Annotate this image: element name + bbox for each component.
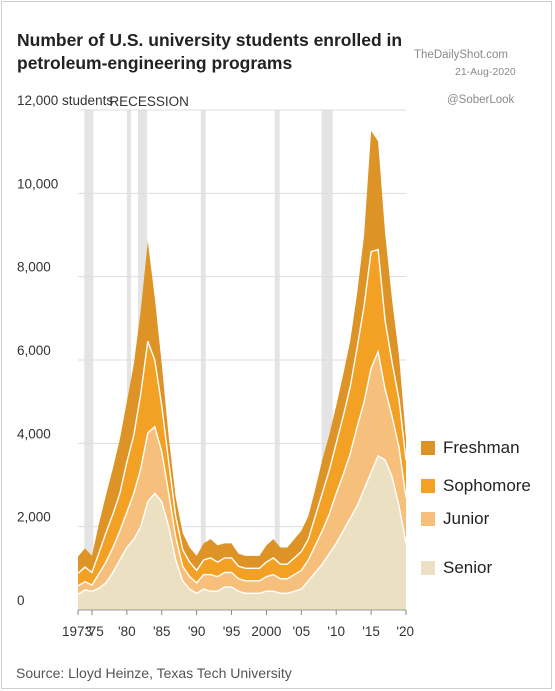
- chart-title: Number of U.S. university students enrol…: [17, 30, 403, 73]
- y-tick-label: 2,000: [17, 510, 51, 525]
- legend-label-sophomore: Sophomore: [443, 476, 531, 495]
- x-tick-label: '05: [293, 624, 311, 639]
- legend-swatch-freshman: [421, 441, 435, 455]
- y-axis-ticks: 0 2,000 4,000 6,000 8,000 10,000 12,000 studen…: [17, 93, 113, 608]
- legend: Freshman Sophomore Junior Senior: [421, 438, 531, 577]
- legend-label-senior: Senior: [443, 558, 492, 577]
- legend-swatch-junior: [421, 512, 435, 526]
- y-tick-label: 10,000: [17, 176, 58, 191]
- x-tick-label: '20: [396, 624, 414, 639]
- legend-swatch-sophomore: [421, 479, 435, 493]
- publish-date: 21-Aug-2020: [455, 66, 516, 78]
- author-handle: @SoberLook: [447, 94, 515, 106]
- area-junior: [78, 351, 406, 595]
- legend-label-freshman: Freshman: [443, 438, 520, 457]
- y-tick-label: 0: [17, 593, 25, 608]
- divider-sophomore: [77, 248, 407, 574]
- x-tick-label: '90: [188, 624, 206, 639]
- x-tick-label: '75: [86, 624, 104, 639]
- legend-label-junior: Junior: [443, 509, 490, 528]
- area-series: [77, 130, 407, 611]
- divider-junior: [77, 349, 407, 587]
- x-axis-ticks: 1973'75 '80 '85 '90 '95 2000 '05 '10 '15 '20: [62, 610, 414, 639]
- x-tick-label: '80: [118, 624, 136, 639]
- y-tick-label: 6,000: [17, 343, 51, 358]
- recession-label: RECESSION: [109, 94, 189, 109]
- y-tick-label: 4,000: [17, 426, 51, 441]
- y-tick-label: 8,000: [17, 260, 51, 275]
- x-tick-label: '10: [327, 624, 345, 639]
- area-sophomore: [78, 249, 406, 586]
- area-senior: [78, 455, 406, 610]
- x-tick-label: 1973: [62, 624, 92, 639]
- x-tick-label: '15: [362, 624, 380, 639]
- x-tick-label: '95: [223, 624, 241, 639]
- x-tick-label: '85: [153, 624, 171, 639]
- x-tick-label: 2000: [251, 624, 281, 639]
- y-tick-label: 12,000 students: [17, 93, 113, 108]
- divider-senior: [77, 454, 407, 595]
- area-freshman: [78, 130, 406, 574]
- legend-swatch-senior: [421, 561, 435, 575]
- brand-watermark: TheDailyShot.com: [414, 49, 508, 61]
- source-note: Source: Lloyd Heinze, Texas Tech Univers…: [16, 665, 292, 681]
